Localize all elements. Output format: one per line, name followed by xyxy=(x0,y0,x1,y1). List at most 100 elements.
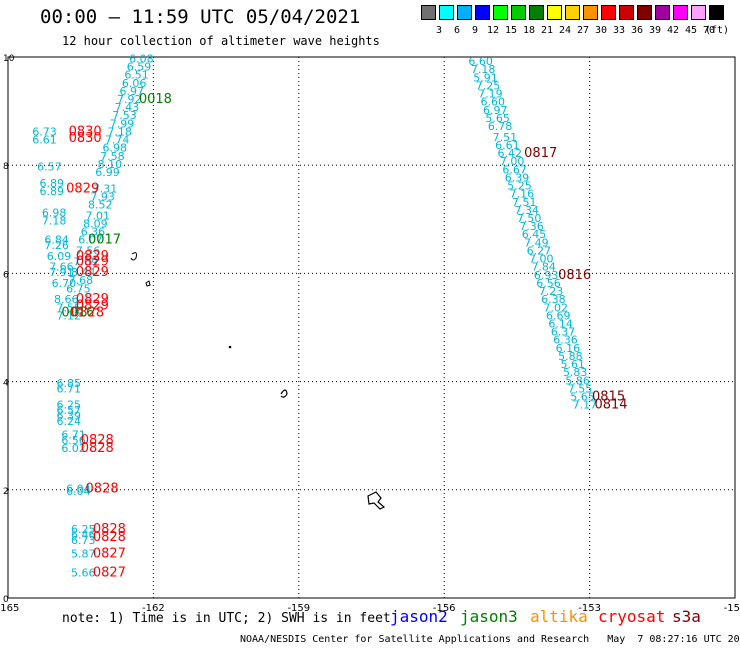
lat-tick-label: 8 xyxy=(3,162,9,172)
wave-height-label: 5.65 xyxy=(485,112,510,125)
legend-swatch xyxy=(637,5,652,20)
lon-tick-label: -162 xyxy=(142,603,165,614)
wave-height-label: 6.73 xyxy=(71,534,96,547)
wave-height-label: 5.61 xyxy=(561,358,586,371)
wave-height-label: 5.87 xyxy=(71,547,96,560)
wave-height-label: 5.65 xyxy=(570,391,595,404)
wave-height-label: 7.25 xyxy=(476,79,501,92)
pass-time-label: 0828 xyxy=(81,441,114,456)
legend-label: 36 xyxy=(630,25,644,36)
wave-height-label: 6.08 xyxy=(129,52,154,65)
wave-height-label: 7.00 xyxy=(529,253,554,266)
lat-tick-label: 6 xyxy=(3,270,9,280)
wave-height-label: 6.57 xyxy=(37,161,62,174)
pass-time-label: 0827 xyxy=(93,565,126,580)
wave-height-label: 5.91 xyxy=(473,71,498,84)
legend-swatch xyxy=(565,5,580,20)
legend-swatch xyxy=(673,5,688,20)
wave-height-label: 7.51 xyxy=(512,196,537,209)
satellite-label: jason2 xyxy=(390,607,448,626)
wave-height-label: 6.46 xyxy=(71,528,96,541)
wave-height-label: 7.91 xyxy=(49,266,74,279)
wave-height-label: 7.18 xyxy=(107,125,131,138)
legend-swatch xyxy=(601,5,616,20)
wave-height-label: 7.01 xyxy=(86,209,111,222)
wave-height-label: 6.67 xyxy=(502,163,527,176)
legend-unit: (ft) xyxy=(705,25,730,36)
legend-label: 15 xyxy=(504,25,518,36)
wave-height-label: 6.61 xyxy=(32,134,57,147)
satellite-label: jason3 xyxy=(460,607,518,626)
wave-height-label: 8.10 xyxy=(98,158,123,171)
wave-height-label: 5.25 xyxy=(507,180,532,193)
wave-height-label: 7.02 xyxy=(544,301,569,314)
legend-swatch xyxy=(493,5,508,20)
legend-label: 45 xyxy=(684,25,698,36)
satellite-label: altika xyxy=(530,607,588,626)
pass-time-label: 0814 xyxy=(594,398,627,413)
lat-tick-label: 0 xyxy=(3,595,9,605)
wave-height-label: 7.12 xyxy=(56,309,81,322)
wave-height-label: 7.99 xyxy=(110,117,135,130)
pass-time-label: 0816 xyxy=(558,268,591,283)
wave-height-label: 6.02 xyxy=(61,442,86,455)
pass-time-label: 0828 xyxy=(93,522,126,537)
wave-height-label: 6.99 xyxy=(95,166,120,179)
wave-height-label: 6.84 xyxy=(44,234,69,247)
wave-height-label: 8.66 xyxy=(54,293,79,306)
legend-swatch xyxy=(547,5,562,20)
wave-height-label: 6.69 xyxy=(546,309,571,322)
legend-label: 39 xyxy=(648,25,662,36)
legend-label: 9 xyxy=(471,25,479,36)
lat-tick-label: 4 xyxy=(3,379,9,389)
wave-height-label: 6.07 xyxy=(78,234,103,247)
legend-swatch xyxy=(457,5,472,20)
footnote: note: 1) Time is in UTC; 2) SWH is in fe… xyxy=(62,611,391,626)
legend-label: 30 xyxy=(594,25,608,36)
wave-height-label: 7.00 xyxy=(500,155,524,168)
pass-time-label: 0830 xyxy=(69,131,102,146)
legend-label: 24 xyxy=(558,25,572,36)
lat-tick-label: 10 xyxy=(3,54,15,64)
pass-time-label: 0828 xyxy=(71,306,104,321)
page-subtitle: 12 hour collection of altimeter wave hei… xyxy=(62,34,380,48)
pass-time-label: 0016 xyxy=(61,306,94,321)
legend-label: 42 xyxy=(666,25,680,36)
credit-footer: NOAA/NESDIS Center for Satellite Applica… xyxy=(240,634,740,645)
legend-swatch xyxy=(439,5,454,20)
pass-time-label: 0017 xyxy=(88,233,121,248)
wave-height-label: 6.39 xyxy=(56,409,81,422)
pass-time-label: 0829 xyxy=(76,265,109,280)
wave-height-label: 6.16 xyxy=(556,342,581,355)
plot-frame xyxy=(7,56,736,599)
wave-height-label: 6.85 xyxy=(56,377,81,390)
legend-label: 70 xyxy=(702,25,716,36)
legend-swatch xyxy=(583,5,598,20)
pass-time-label: 0829 xyxy=(76,299,109,314)
wave-height-label: 6.60 xyxy=(481,96,506,109)
lon-tick-label: -153 xyxy=(578,603,601,614)
pass-time-label: 0815 xyxy=(592,390,625,405)
wave-height-label: 6.78 xyxy=(488,120,513,133)
lon-tick-label: -150 xyxy=(724,603,740,614)
pass-time-label: 0828 xyxy=(86,482,119,497)
wave-height-label: 8.52 xyxy=(88,198,113,211)
wave-height-label: 6.14 xyxy=(548,318,573,331)
wave-height-label: 6.71 xyxy=(61,428,86,441)
wave-height-label: 6.04 xyxy=(66,485,91,498)
lat-tick-label: 2 xyxy=(3,487,9,497)
island-outline xyxy=(367,491,386,510)
lon-tick-label: -156 xyxy=(433,603,456,614)
wave-height-label: 6.93 xyxy=(534,269,559,282)
legend-swatch xyxy=(475,5,490,20)
wave-height-label: 7.31 xyxy=(93,182,118,195)
wave-height-label: 6.75 xyxy=(66,282,91,295)
legend-swatch xyxy=(709,5,724,20)
legend-swatch xyxy=(619,5,634,20)
pass-time-label: 0829 xyxy=(66,181,99,196)
wave-height-label: 7.16 xyxy=(510,188,535,201)
pass-time-label: 0830 xyxy=(69,124,102,139)
legend-swatch xyxy=(691,5,706,20)
